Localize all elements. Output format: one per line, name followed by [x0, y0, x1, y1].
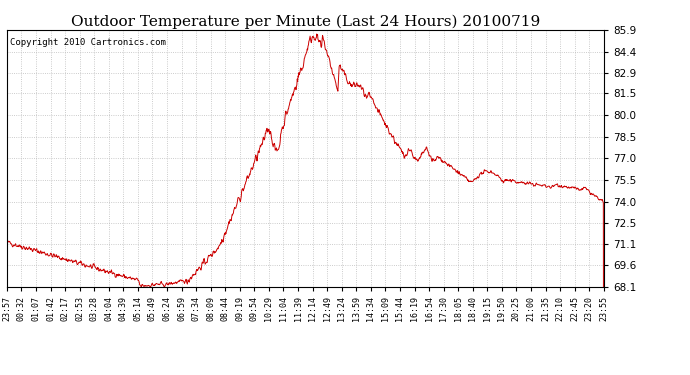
Title: Outdoor Temperature per Minute (Last 24 Hours) 20100719: Outdoor Temperature per Minute (Last 24 … — [70, 15, 540, 29]
Text: Copyright 2010 Cartronics.com: Copyright 2010 Cartronics.com — [10, 38, 166, 47]
